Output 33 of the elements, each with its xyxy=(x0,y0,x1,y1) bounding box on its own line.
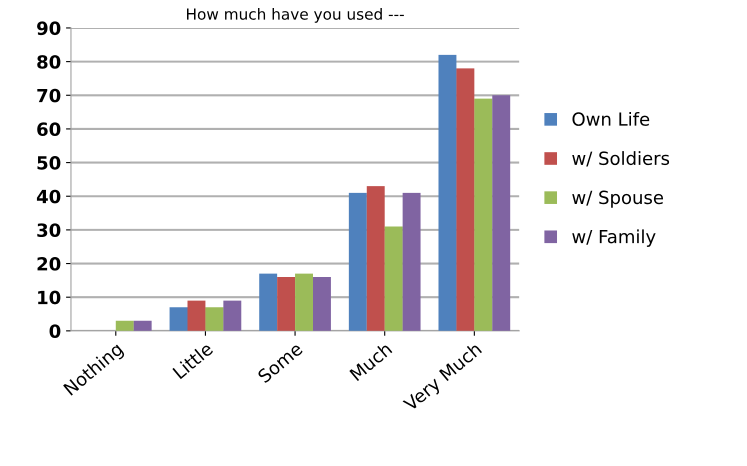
legend-label: Own Life xyxy=(572,112,650,126)
y-tick-label: 70 xyxy=(37,88,60,102)
bar xyxy=(223,300,242,331)
bar xyxy=(259,274,278,331)
bar xyxy=(438,54,456,331)
bar xyxy=(134,320,152,331)
bar xyxy=(366,186,385,331)
y-tick-label: 40 xyxy=(36,190,60,204)
bar xyxy=(277,277,296,331)
bar xyxy=(402,192,421,331)
chart-title: How much have you used --- xyxy=(187,8,404,23)
y-tick-label: 60 xyxy=(37,122,60,136)
y-tick-label: 90 xyxy=(37,21,60,36)
bar xyxy=(456,68,474,331)
bar xyxy=(312,277,331,331)
y-tick-label: 20 xyxy=(38,257,60,271)
bar xyxy=(295,274,313,331)
bar xyxy=(116,320,134,331)
bar xyxy=(170,307,188,331)
y-tick-label: 0 xyxy=(50,324,60,338)
bar xyxy=(205,307,224,331)
legend-label: w/ Spouse xyxy=(572,190,664,208)
y-tick-label: 80 xyxy=(37,55,60,69)
legend-label: w/ Family xyxy=(572,229,656,247)
legend-label: w/ Soldiers xyxy=(572,151,670,166)
bar xyxy=(384,226,403,331)
bar xyxy=(492,95,510,331)
bar xyxy=(348,192,367,331)
y-tick-label: 50 xyxy=(38,156,60,170)
bar xyxy=(474,98,492,331)
y-tick-label: 10 xyxy=(38,290,60,304)
bar xyxy=(187,300,206,331)
y-tick-label: 30 xyxy=(37,223,60,238)
